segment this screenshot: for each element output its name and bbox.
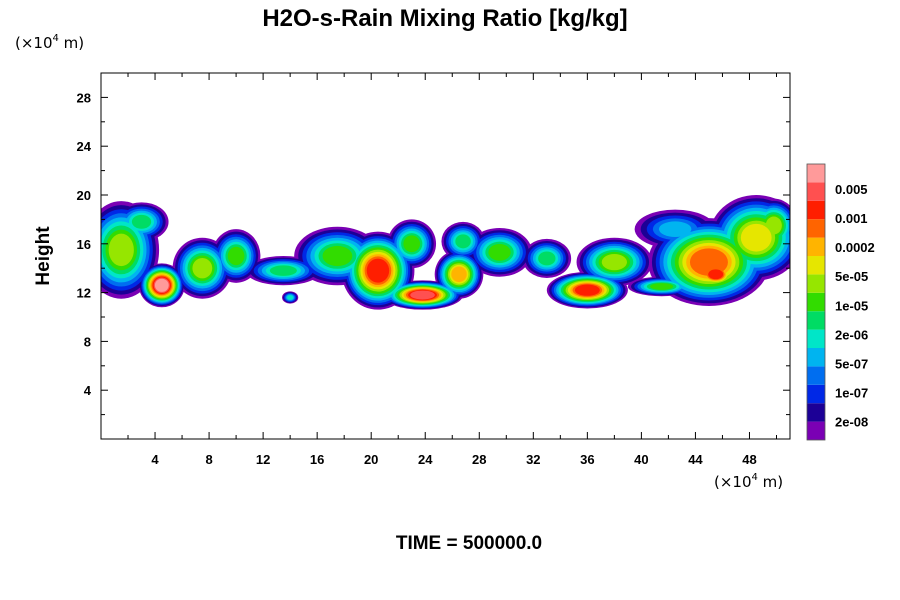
contour-region <box>765 216 782 235</box>
x-tick-label: 36 <box>580 452 594 467</box>
contour-region <box>154 278 169 292</box>
colorbar-swatch <box>807 182 825 201</box>
contour-region <box>488 243 511 261</box>
y-axis-label: Height <box>33 226 54 286</box>
x-tick-label: 48 <box>742 452 756 467</box>
x-tick-label: 20 <box>364 452 378 467</box>
colorbar-label: 0.001 <box>835 211 868 226</box>
contour-region <box>322 245 353 267</box>
x-unit-label: (×104 m) <box>714 472 783 491</box>
contour-region <box>366 258 390 283</box>
contour-region <box>192 258 213 279</box>
contour-region <box>227 246 245 266</box>
colorbar-swatch <box>807 237 825 256</box>
contour-region <box>410 290 435 300</box>
y-tick-label: 28 <box>77 90 91 105</box>
colorbar: 2e-08 1e-07 5e-07 2e-06 1e-05 5e-05 0.0002 0.00… <box>806 163 875 441</box>
contour-region <box>131 214 152 229</box>
contour-region <box>538 251 556 266</box>
colorbar-swatch <box>807 200 825 220</box>
colorbar-swatch <box>807 292 825 312</box>
contour-region <box>455 234 471 249</box>
x-tick-label: 24 <box>418 452 433 467</box>
plot-frame <box>100 72 791 440</box>
x-tick-label: 4 <box>151 452 159 467</box>
contour-region <box>287 295 294 300</box>
y-unit-label: (×104 m) <box>15 33 84 52</box>
contour-region <box>650 283 674 290</box>
contour-region <box>403 235 421 253</box>
contour-region <box>108 233 134 267</box>
colorbar-swatch <box>807 403 825 422</box>
colorbar-swatch <box>807 219 825 238</box>
x-tick-label: 8 <box>205 452 212 467</box>
colorbar-swatch <box>807 384 825 404</box>
contour-region <box>269 265 297 276</box>
time-label: TIME = 500000.0 <box>396 533 542 554</box>
colorbar-swatch <box>807 329 825 348</box>
contour-region <box>451 266 467 283</box>
y-tick-label: 12 <box>77 286 91 301</box>
colorbar-label: 5e-07 <box>835 356 868 371</box>
colorbar-label: 5e-05 <box>835 269 868 284</box>
x-tick-label: 28 <box>472 452 486 467</box>
colorbar-swatch <box>807 274 825 293</box>
colorbar-label: 1e-05 <box>835 298 868 313</box>
contour-region <box>658 221 692 237</box>
colorbar-swatch <box>807 348 825 367</box>
colorbar-swatch <box>807 366 825 385</box>
y-tick-label: 16 <box>77 237 91 252</box>
contour-field <box>101 195 790 310</box>
contour-region <box>574 284 600 296</box>
x-tick-label: 16 <box>310 452 324 467</box>
colorbar-swatch <box>807 164 825 183</box>
colorbar-swatch <box>807 421 825 440</box>
colorbar-label: 0.0002 <box>835 240 875 255</box>
contour-region <box>740 223 772 252</box>
y-tick-label: 4 <box>84 383 92 398</box>
y-tick-label: 24 <box>77 139 92 154</box>
y-tick-label: 8 <box>84 334 91 349</box>
colorbar-label: 0.005 <box>835 182 868 197</box>
x-tick-label: 44 <box>688 452 703 467</box>
colorbar-label: 1e-07 <box>835 386 868 401</box>
y-tick-label: 20 <box>77 188 91 203</box>
colorbar-swatch <box>807 311 825 330</box>
colorbar-frame <box>806 163 826 441</box>
colorbar-label: 2e-08 <box>835 415 868 430</box>
x-tick-label: 32 <box>526 452 540 467</box>
x-tick-label: 40 <box>634 452 648 467</box>
colorbar-label: 2e-06 <box>835 327 868 342</box>
colorbar-swatch <box>807 256 825 275</box>
contour-region <box>708 269 724 280</box>
contour-region <box>601 253 627 271</box>
x-tick-label: 12 <box>256 452 270 467</box>
chart-title: H2O-s-Rain Mixing Ratio [kg/kg] <box>262 5 627 32</box>
